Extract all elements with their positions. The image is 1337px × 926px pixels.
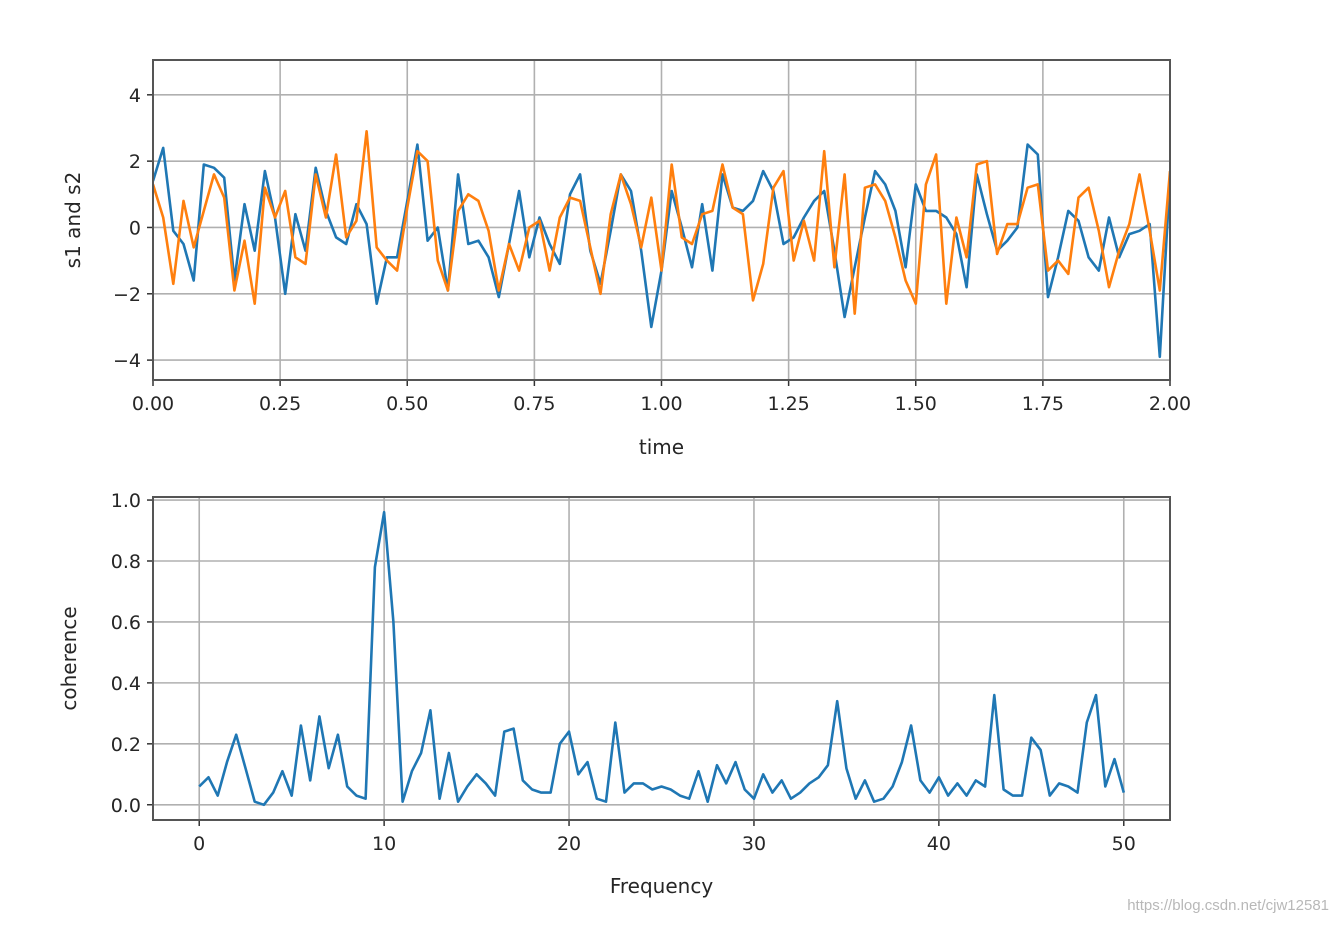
chart-1: 0.00 0.25 0.50 0.75 1.00 1.25 1.50 1.75 2.00 −4 −2… xyxy=(61,59,1191,459)
y-tick-label: −4 xyxy=(113,350,141,372)
x-axis-label: time xyxy=(639,435,684,459)
y-tick-label: 0.6 xyxy=(111,612,141,634)
series-line-coherence xyxy=(198,510,1126,807)
x-tick-label: 1.75 xyxy=(1022,393,1064,415)
x-tick-label: 2.00 xyxy=(1149,393,1191,415)
y-tick-label: 0.0 xyxy=(111,795,141,817)
chart-2: 0 10 20 30 40 50 0.0 0.2 0.4 0.6 0.8 1.0 Frequency co… xyxy=(57,490,1171,898)
x-tick-label: 50 xyxy=(1112,833,1136,855)
x-tick-label: 40 xyxy=(927,833,951,855)
x-tick-label: 1.00 xyxy=(640,393,682,415)
x-tick-label: 10 xyxy=(372,833,396,855)
watermark-text: https://blog.csdn.net/cjw12581 xyxy=(1127,897,1329,914)
x-tick-label: 0.25 xyxy=(259,393,301,415)
x-tick-label: 0.50 xyxy=(386,393,428,415)
series-line-s2 xyxy=(153,130,1170,316)
x-tick-label: 0.75 xyxy=(513,393,555,415)
y-tick-label: −2 xyxy=(113,284,141,306)
x-tick-label: 0 xyxy=(193,833,205,855)
y-tick-label: 0.4 xyxy=(111,673,141,695)
x-axis-label: Frequency xyxy=(610,874,713,898)
y-tick-label: 1.0 xyxy=(111,490,141,512)
y-axis-label: s1 and s2 xyxy=(61,172,85,269)
axes-frame xyxy=(152,59,1171,381)
x-tick-label: 1.50 xyxy=(895,393,937,415)
y-tick-label: 2 xyxy=(129,151,141,173)
y-tick-label: 0.8 xyxy=(111,551,141,573)
x-tick-label: 20 xyxy=(557,833,581,855)
axes-frame xyxy=(152,496,1171,821)
y-tick-label: 0.2 xyxy=(111,734,141,756)
x-tick-label: 1.25 xyxy=(767,393,809,415)
y-tick-label: 0 xyxy=(129,217,141,239)
x-tick-label: 30 xyxy=(742,833,766,855)
y-tick-label: 4 xyxy=(129,85,141,107)
x-tick-label: 0.00 xyxy=(132,393,174,415)
y-axis-label: coherence xyxy=(57,606,81,710)
